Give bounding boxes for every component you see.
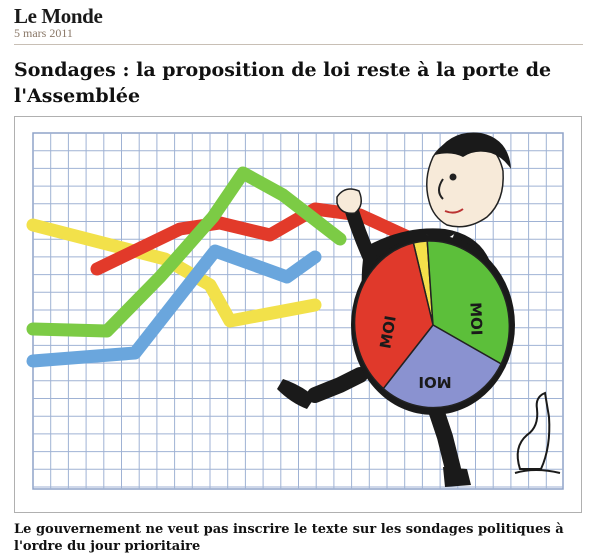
pie-label-green: MOI (466, 302, 485, 336)
pie-label-red: MOI (376, 314, 400, 350)
green-poll-line (26, 166, 347, 338)
cartoon-svg: MOI MOI MOI (26, 132, 564, 490)
figure-eye (449, 173, 457, 181)
blue-poll-line (26, 244, 322, 368)
figure-hair (435, 132, 511, 169)
le-monde-logo[interactable]: Le Monde (14, 4, 103, 28)
article-headline: Sondages : la proposition de loi reste à… (14, 59, 552, 107)
figure-mouth (444, 208, 464, 214)
article-date: 5 mars 2011 (14, 26, 73, 40)
figure-left-leg (307, 367, 368, 403)
figure-left-shoe (277, 379, 315, 409)
yellow-poll-line (26, 218, 322, 328)
figure-nose (438, 178, 444, 200)
artist-signature (514, 391, 561, 474)
figure-hand (336, 188, 362, 215)
article-standfirst: Le gouvernement ne veut pas inscrire le … (14, 522, 564, 554)
figure-right-shoe (443, 467, 471, 487)
pie-chart-shield: MOI MOI MOI (351, 235, 515, 415)
pie-slice-blue (382, 324, 503, 409)
header-divider (14, 44, 583, 45)
cartoon-illustration: MOI MOI MOI (14, 116, 582, 513)
pie-slice-red (353, 242, 434, 390)
pie-label-blue: MOI (418, 373, 451, 391)
